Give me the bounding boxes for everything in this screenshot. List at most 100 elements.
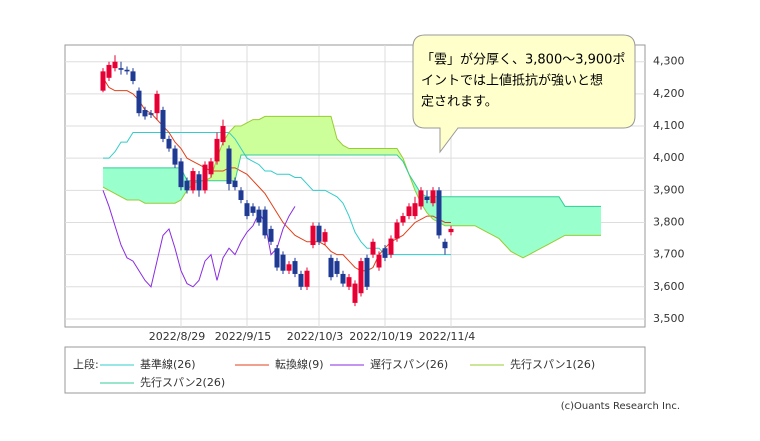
cloud-fill bbox=[523, 196, 529, 258]
cloud-fill bbox=[277, 116, 283, 155]
annotation-line: イントでは上値抵抗が強いと想 bbox=[421, 73, 603, 89]
cloud-fill bbox=[115, 167, 121, 197]
cloud-fill bbox=[595, 206, 601, 236]
candle-body bbox=[148, 113, 154, 115]
candle-body bbox=[268, 228, 274, 242]
cloud-fill bbox=[169, 167, 175, 204]
candle-body bbox=[238, 190, 244, 200]
candle-body bbox=[232, 180, 238, 188]
candle-body bbox=[172, 148, 178, 165]
candle-body bbox=[430, 190, 436, 204]
candle-body bbox=[166, 138, 172, 149]
cloud-fill bbox=[127, 167, 133, 200]
candle-body bbox=[388, 238, 394, 255]
cloud-fill bbox=[121, 167, 127, 200]
cloud-fill bbox=[361, 148, 367, 155]
cloud-fill bbox=[493, 196, 499, 239]
x-tick-label: 2022/11/4 bbox=[419, 330, 475, 343]
x-tick-label: 2022/9/15 bbox=[215, 330, 271, 343]
cloud-fill bbox=[265, 116, 271, 155]
cloud-fill bbox=[571, 206, 577, 236]
y-tick-label: 4,000 bbox=[653, 151, 685, 164]
cloud-fill bbox=[505, 196, 511, 252]
y-tick-label: 3,900 bbox=[653, 183, 685, 196]
cloud-fill bbox=[259, 116, 265, 155]
cloud-fill bbox=[511, 196, 517, 255]
cloud-fill bbox=[163, 167, 169, 204]
candle-body bbox=[100, 71, 106, 91]
candle-body bbox=[190, 171, 196, 191]
candle-body bbox=[340, 273, 346, 284]
annotation-line: 「雲」が分厚く、3,800～3,900ポ bbox=[421, 53, 625, 68]
candle-body bbox=[118, 68, 124, 70]
legend-label: 転換線(9) bbox=[275, 357, 324, 371]
candle-body bbox=[286, 264, 292, 271]
cloud-fill bbox=[553, 196, 559, 242]
cloud-fill bbox=[391, 148, 397, 155]
cloud-fill bbox=[589, 206, 595, 236]
cloud-fill bbox=[541, 196, 547, 249]
legend-title: 上段: bbox=[73, 357, 99, 371]
cloud-fill bbox=[367, 148, 373, 155]
cloud-fill bbox=[463, 196, 469, 226]
annotation-line: 定されます。 bbox=[421, 95, 498, 110]
candle-body bbox=[244, 203, 250, 217]
cloud-fill bbox=[373, 148, 379, 155]
cloud-fill bbox=[535, 196, 541, 252]
candle-body bbox=[364, 257, 370, 287]
x-tick-label: 2022/10/3 bbox=[287, 330, 343, 343]
candle-body bbox=[376, 254, 382, 268]
candle-body bbox=[322, 232, 328, 242]
candle-body bbox=[124, 69, 130, 72]
cloud-fill bbox=[133, 167, 139, 200]
candle-body bbox=[106, 64, 112, 78]
candle-body bbox=[250, 206, 256, 213]
candle-body bbox=[442, 241, 448, 249]
cloud-fill bbox=[529, 196, 535, 255]
candle-body bbox=[220, 126, 226, 143]
cloud-fill bbox=[331, 116, 337, 155]
cloud-fill bbox=[379, 148, 385, 155]
y-tick-label: 4,200 bbox=[653, 87, 685, 100]
cloud-fill bbox=[139, 167, 145, 204]
y-tick-label: 3,700 bbox=[653, 248, 685, 261]
cloud-fill bbox=[145, 167, 151, 204]
cloud-fill bbox=[583, 206, 589, 236]
candle-body bbox=[448, 228, 454, 233]
legend-label: 遅行スパン(26) bbox=[370, 358, 448, 371]
candle-body bbox=[292, 261, 298, 274]
cloud-fill bbox=[559, 196, 565, 239]
y-tick-label: 3,500 bbox=[653, 312, 685, 325]
candle-body bbox=[136, 90, 142, 114]
candle-body bbox=[352, 283, 358, 303]
candle-body bbox=[160, 109, 166, 139]
callout bbox=[412, 34, 636, 154]
candle-body bbox=[358, 261, 364, 294]
candle-body bbox=[400, 216, 406, 223]
candle-body bbox=[412, 203, 418, 217]
cloud-fill bbox=[349, 148, 355, 155]
cloud-fill bbox=[499, 196, 505, 246]
candle-body bbox=[262, 209, 268, 236]
cloud-fill bbox=[577, 206, 583, 236]
legend-label: 先行スパン1(26) bbox=[510, 358, 595, 371]
candle-body bbox=[226, 148, 232, 184]
cloud-fill bbox=[253, 119, 259, 155]
y-tick-label: 3,600 bbox=[653, 280, 685, 293]
cloud-fill bbox=[313, 116, 319, 155]
candle-body bbox=[382, 248, 388, 258]
candle-body bbox=[328, 257, 334, 278]
candle-body bbox=[346, 277, 352, 287]
candle-body bbox=[196, 174, 202, 191]
line-series bbox=[102, 115, 601, 259]
candle-body bbox=[418, 190, 424, 207]
candle-body bbox=[304, 270, 310, 287]
candle-body bbox=[316, 225, 322, 242]
y-tick-label: 4,300 bbox=[653, 55, 685, 68]
cloud-fill bbox=[283, 116, 289, 155]
candle-body bbox=[142, 109, 148, 117]
x-tick-label: 2022/10/19 bbox=[349, 330, 412, 343]
cloud-fill bbox=[271, 116, 277, 155]
candle-body bbox=[274, 248, 280, 268]
